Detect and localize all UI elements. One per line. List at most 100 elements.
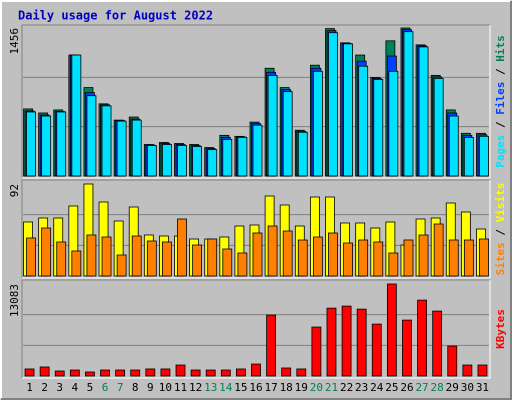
bar	[328, 232, 338, 277]
x-tick-label: 6	[102, 381, 109, 394]
bar	[146, 240, 157, 277]
bar	[24, 368, 35, 377]
bar	[69, 369, 80, 377]
bar	[448, 115, 459, 177]
x-tick-label: 10	[159, 381, 172, 394]
bar	[220, 369, 231, 377]
legend-separator: /	[494, 115, 507, 135]
legend-entry: Pages	[494, 135, 507, 168]
x-tick-label: 11	[174, 381, 187, 394]
bar	[222, 139, 233, 177]
bar	[162, 241, 172, 277]
bar	[190, 369, 201, 377]
bar	[388, 70, 399, 177]
bar	[312, 70, 323, 177]
bar	[71, 250, 82, 277]
bar	[237, 252, 248, 277]
bar	[101, 236, 112, 277]
legend: Pages / Files / Hits	[494, 35, 507, 168]
bar	[71, 54, 82, 177]
x-tick-label: 21	[325, 381, 338, 394]
legend: KBytes	[494, 309, 507, 349]
bar	[343, 43, 353, 177]
bar	[86, 95, 97, 177]
bar	[311, 326, 322, 377]
x-tick-label: 4	[72, 381, 79, 394]
bar	[403, 31, 414, 177]
x-tick-label: 30	[461, 381, 474, 394]
x-tick-label: 13	[204, 381, 217, 394]
bar	[417, 299, 427, 377]
bar	[146, 145, 157, 177]
bar	[267, 225, 278, 277]
bar	[175, 364, 186, 377]
bar	[448, 239, 459, 277]
x-tick-label: 18	[280, 381, 293, 394]
bar	[252, 232, 263, 277]
x-tick-label: 1	[26, 381, 33, 394]
bar	[282, 230, 293, 277]
bar	[432, 310, 443, 377]
bar	[56, 111, 67, 177]
bar	[192, 244, 203, 277]
bar	[402, 319, 412, 377]
x-tick-label: 29	[446, 381, 459, 394]
x-tick-label: 28	[431, 381, 444, 394]
x-tick-label: 22	[340, 381, 353, 394]
x-tick-label: 20	[310, 381, 323, 394]
bar	[358, 65, 369, 177]
bar	[371, 323, 382, 377]
bar	[177, 145, 187, 177]
bar	[86, 234, 97, 277]
x-tick-label: 12	[189, 381, 202, 394]
legend: Sites / Visits	[494, 183, 507, 276]
bar	[207, 238, 218, 277]
bar	[479, 135, 489, 177]
bar	[447, 345, 458, 377]
bar	[386, 283, 397, 377]
bar	[222, 248, 233, 277]
bar	[373, 79, 384, 177]
legend-entry: Visits	[494, 183, 507, 223]
bar	[160, 368, 171, 377]
y-tick-label: 92	[8, 184, 21, 197]
bar	[282, 91, 293, 177]
bar	[388, 252, 399, 277]
bar	[177, 218, 187, 277]
legend-entry: Sites	[494, 242, 507, 275]
bar	[403, 239, 414, 277]
bar	[418, 46, 429, 177]
bar	[85, 371, 95, 377]
x-tick-label: 31	[476, 381, 489, 394]
bevel	[22, 280, 491, 379]
legend-separator: /	[494, 62, 507, 82]
x-tick-label: 25	[385, 381, 398, 394]
bar	[26, 111, 36, 177]
plot-area	[21, 279, 491, 379]
bar	[418, 234, 429, 277]
x-tick-label: 2	[41, 381, 48, 394]
bar	[100, 369, 110, 377]
x-tick-label: 7	[117, 381, 124, 394]
legend-entry: Files	[494, 82, 507, 115]
bar	[266, 314, 276, 377]
bar	[358, 239, 369, 277]
bar	[297, 239, 308, 277]
bar	[312, 236, 323, 277]
bar	[39, 366, 50, 377]
bar	[373, 241, 384, 277]
x-tick-label: 24	[370, 381, 384, 394]
bar	[326, 307, 337, 377]
x-tick-label: 3	[56, 381, 63, 394]
bar	[207, 149, 218, 177]
bar	[237, 136, 248, 177]
x-tick-label: 8	[132, 381, 139, 394]
bar	[115, 369, 126, 377]
bevel	[22, 25, 491, 179]
bar	[130, 369, 141, 377]
legend-entry: KBytes	[494, 309, 507, 349]
x-tick-label: 14	[219, 381, 233, 394]
